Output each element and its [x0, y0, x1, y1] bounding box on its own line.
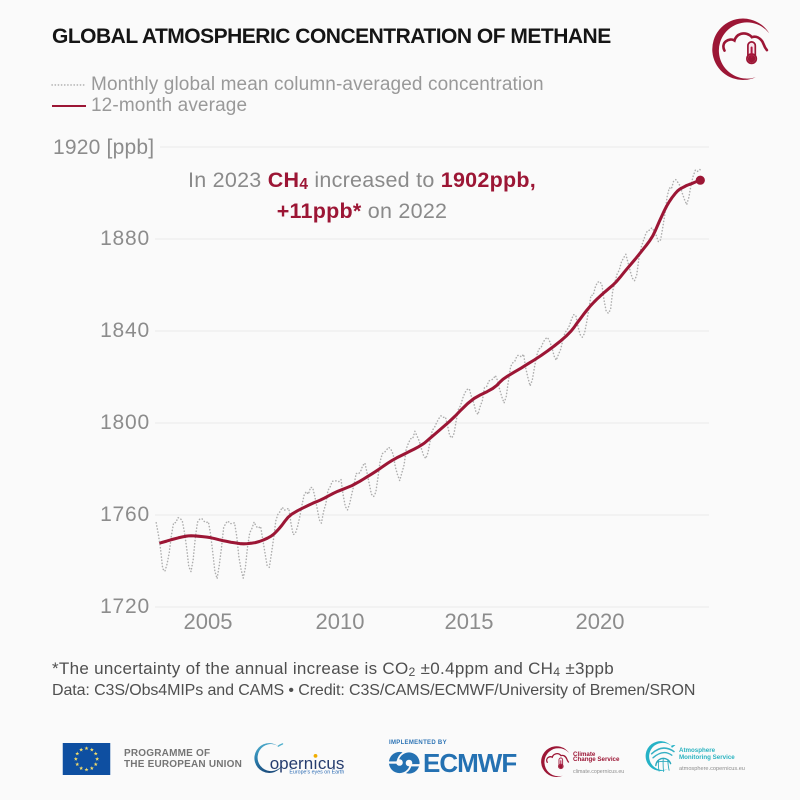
svg-text:ECMWF: ECMWF — [423, 751, 516, 775]
svg-text:opernıcus: opernıcus — [270, 754, 345, 773]
svg-text:Europe's eyes on Earth: Europe's eyes on Earth — [289, 770, 344, 776]
